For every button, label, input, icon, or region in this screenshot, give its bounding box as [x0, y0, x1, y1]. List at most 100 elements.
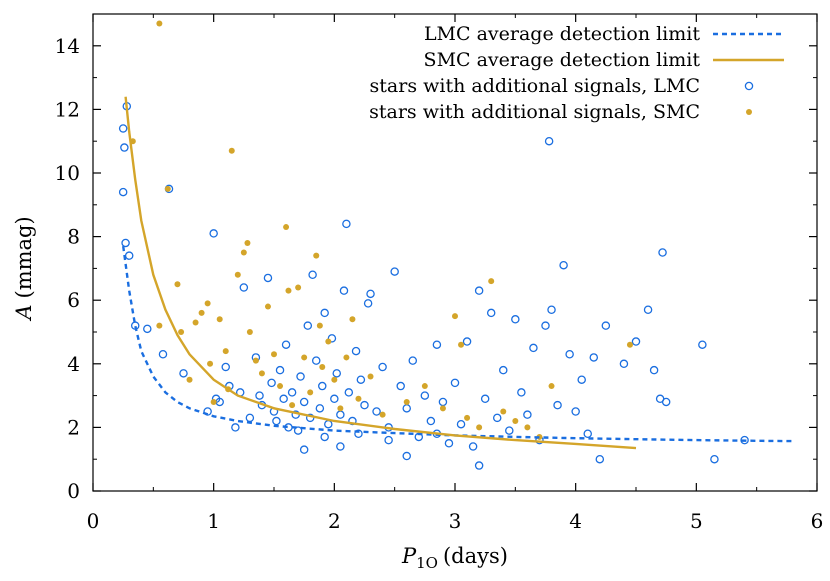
lmc-star-point — [330, 394, 339, 404]
smc-star-point — [174, 281, 181, 288]
lmc-star-point — [299, 445, 309, 454]
lmc-star-point — [583, 429, 592, 439]
smc-star-point — [228, 147, 235, 154]
lmc-star-point — [492, 413, 502, 423]
y-tick-label: 4 — [67, 352, 80, 376]
lmc-star-point — [710, 454, 719, 464]
smc-star-point — [283, 224, 290, 231]
lmc-star-point — [339, 286, 349, 295]
x-tick-label: 3 — [449, 509, 462, 533]
smc-star-point — [355, 395, 362, 402]
smc-star-point — [367, 373, 374, 380]
smc-star-point — [313, 252, 320, 259]
lmc-star-point — [444, 439, 454, 448]
lmc-star-point — [559, 260, 568, 270]
smc-star-point — [331, 376, 338, 383]
lmc-star-point — [363, 299, 373, 308]
lmc-star-point — [402, 404, 411, 413]
lmc-star-point — [450, 378, 460, 388]
smc-star-point — [204, 300, 211, 307]
lmc-star-point — [303, 321, 313, 330]
smc-star-point — [164, 185, 171, 192]
smc-star-point — [244, 239, 251, 246]
lmc-star-point — [462, 337, 472, 346]
x-tick-label: 4 — [569, 509, 582, 533]
lmc-star-point — [474, 286, 484, 295]
lmc-star-point — [486, 308, 496, 318]
lmc-star-point — [118, 187, 128, 197]
smc-star-point — [252, 357, 259, 364]
lmc-star-point — [601, 321, 611, 330]
smc-star-point — [210, 398, 217, 405]
lmc-star-point — [209, 229, 218, 238]
lmc-star-point — [544, 136, 554, 146]
y-axis-title: A(mmag) — [12, 216, 36, 321]
lmc-star-point — [643, 305, 653, 314]
lmc-star-point — [158, 350, 168, 359]
smc-star-point — [464, 414, 471, 421]
smc-star-point — [349, 316, 356, 323]
y-tick-label: 10 — [55, 161, 80, 185]
smc-star-point — [476, 424, 483, 431]
lmc-star-point — [480, 394, 490, 404]
lmc-star-point — [320, 432, 329, 442]
lmc-star-point — [121, 238, 130, 248]
smc-star-point — [403, 398, 410, 405]
smc-star-point — [178, 329, 185, 335]
smc-star-point — [319, 363, 326, 370]
lmc-star-point — [287, 388, 297, 397]
lmc-star-point — [336, 410, 345, 419]
smc-star-point — [156, 322, 163, 329]
lmc-star-point — [432, 340, 442, 349]
plot-area — [118, 20, 793, 470]
lmc-star-point — [468, 442, 478, 451]
lmc-star-point — [203, 407, 212, 416]
lmc-star-point — [740, 435, 749, 445]
smc-star-point — [246, 329, 253, 335]
smc-star-point — [343, 354, 350, 361]
lmc-star-point — [360, 400, 369, 410]
smc-star-point — [379, 411, 386, 418]
lmc-star-point — [299, 397, 309, 407]
smc-star-point — [488, 278, 495, 285]
smc-star-point — [234, 271, 241, 278]
lmc-star-point — [354, 429, 363, 439]
lmc-star-point — [456, 419, 466, 429]
x-tick-label: 0 — [87, 509, 100, 533]
lmc-star-point — [324, 419, 333, 429]
lmc-star-point — [438, 397, 448, 407]
lmc-star-point — [315, 404, 325, 413]
lmc-star-point — [296, 372, 305, 381]
smc-star-point — [307, 389, 314, 396]
lmc-star-point — [523, 410, 532, 419]
smc-star-point — [301, 354, 308, 361]
lmc-star-point — [499, 365, 508, 375]
smc-star-point — [222, 348, 229, 355]
lmc-star-point — [631, 337, 641, 346]
lmc-star-point — [351, 346, 361, 356]
smc-star-point — [207, 360, 214, 367]
smc-star-point — [500, 408, 507, 415]
smc-star-point — [316, 322, 323, 329]
smc-star-point — [548, 383, 555, 390]
y-tick-label: 12 — [55, 97, 80, 121]
smc-star-point — [524, 424, 531, 431]
legend-label: SMC average detection limit — [424, 49, 701, 71]
smc-detection-limit-line — [124, 96, 637, 450]
lmc-star-point — [293, 426, 303, 435]
lmc-star-point — [529, 343, 538, 353]
smc-star-point — [512, 418, 519, 425]
y-tick-label: 14 — [55, 34, 80, 58]
lmc-star-point — [327, 334, 337, 343]
smc-star-point — [626, 341, 633, 348]
y-tick-label: 2 — [67, 415, 80, 439]
lmc-star-point — [320, 308, 329, 318]
lmc-star-point — [408, 356, 418, 365]
lmc-star-point — [124, 251, 134, 260]
lmc-star-point — [179, 369, 188, 378]
legend: LMC average detection limit SMC average d… — [369, 23, 784, 123]
lmc-star-point — [239, 283, 249, 292]
lmc-star-point — [372, 407, 381, 416]
smc-star-point — [264, 303, 271, 310]
